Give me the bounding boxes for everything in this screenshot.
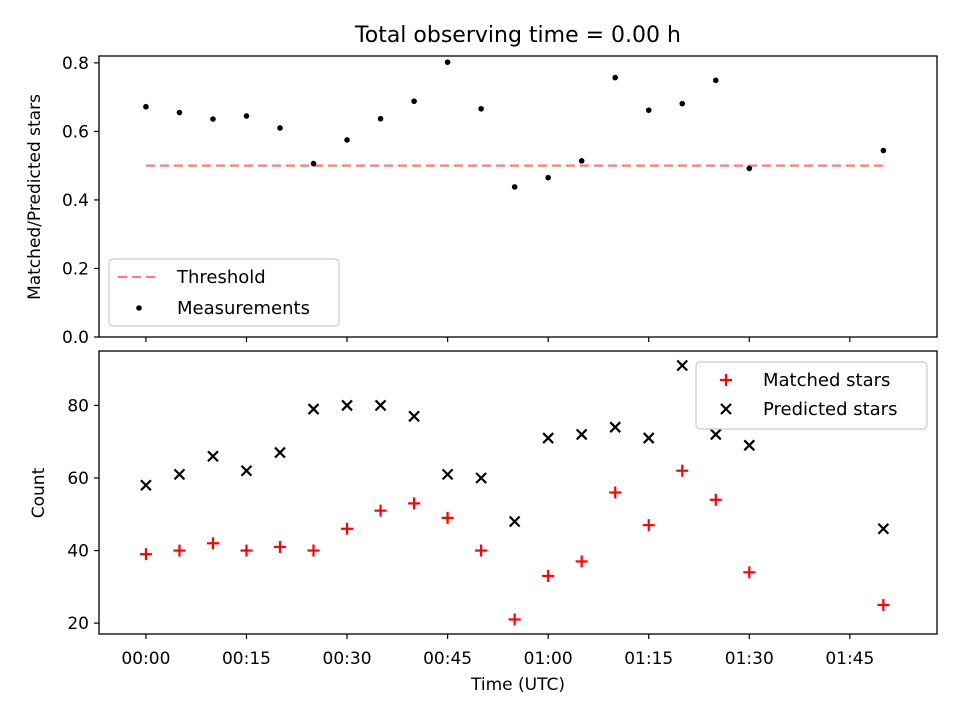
x-tick-label-2: 00:30 — [323, 649, 372, 669]
predicted-star-point — [140, 479, 152, 492]
x-tick-label-6: 01:30 — [725, 649, 774, 669]
x-axis-label: Time (UTC) — [470, 675, 565, 695]
top-y-tick-label-4: 0.8 — [62, 54, 89, 74]
measurement-point — [511, 184, 518, 190]
predicted-star-point — [743, 439, 756, 452]
bottom-legend: Matched stars Predicted stars — [695, 361, 928, 430]
predicted-star-point — [709, 428, 722, 441]
bottom-y-tick-label-3: 80 — [67, 396, 89, 416]
measurement-point — [210, 116, 216, 122]
predicted-stars-legend-label: Predicted stars — [763, 399, 897, 420]
matched-star-point — [240, 544, 253, 557]
top-legend: Threshold Measurements — [108, 258, 340, 327]
x-tick-label-3: 00:45 — [423, 649, 472, 669]
chart-title: Total observing time = 0.00 h — [354, 23, 681, 48]
matched-star-point — [676, 464, 689, 477]
measurement-point — [545, 174, 551, 181]
matched-star-point — [877, 598, 890, 611]
predicted-star-point — [408, 410, 420, 423]
bottom-y-tick-label-0: 20 — [67, 614, 89, 634]
measurement-point — [143, 103, 149, 110]
top-y-tick-label-3: 0.6 — [62, 122, 89, 142]
threshold-legend-label: Threshold — [176, 267, 266, 288]
predicted-star-point — [508, 515, 521, 528]
matched-star-point — [374, 504, 387, 517]
matched-star-point — [206, 537, 219, 550]
matched-star-point — [609, 486, 622, 499]
measurement-point — [310, 160, 317, 167]
matched-star-point — [642, 519, 655, 532]
bottom-y-tick-label-1: 40 — [67, 542, 89, 562]
top-y-tick-label-1: 0.2 — [62, 259, 89, 279]
matched-star-point — [441, 511, 454, 524]
matched-star-point — [274, 540, 287, 553]
measurements-legend-marker — [136, 305, 142, 311]
matched-star-point — [408, 497, 421, 510]
predicted-stars-legend-marker — [720, 403, 732, 415]
measurement-point — [444, 59, 451, 65]
predicted-star-point — [877, 523, 890, 535]
top-y-tick-label-2: 0.4 — [62, 191, 89, 211]
top-legend-box — [108, 258, 340, 327]
measurement-point — [243, 113, 250, 119]
x-tick-label-0: 00:00 — [121, 649, 170, 669]
predicted-star-point — [240, 464, 253, 477]
matched-star-point — [743, 566, 756, 579]
measurement-point — [277, 125, 283, 131]
measurement-point — [645, 107, 652, 113]
matched-star-point — [709, 493, 722, 506]
matched-star-point — [139, 548, 152, 561]
x-tick-label-1: 00:15 — [222, 649, 271, 669]
predicted-star-point — [441, 468, 454, 481]
measurement-point — [411, 98, 417, 105]
matched-stars-legend-label: Matched stars — [763, 370, 890, 391]
matched-star-point — [508, 613, 521, 626]
predicted-star-point — [642, 432, 655, 444]
measurement-point — [746, 165, 753, 172]
bottom-legend-box — [695, 361, 928, 430]
measurement-point — [377, 115, 384, 122]
matched-stars-legend-marker — [720, 374, 732, 386]
predicted-star-point — [374, 399, 387, 412]
measurement-point — [176, 109, 183, 116]
predicted-star-point — [609, 421, 621, 433]
predicted-star-point — [542, 432, 554, 444]
matched-star-point — [542, 569, 555, 582]
matched-star-point — [341, 522, 354, 535]
measurement-point — [679, 100, 686, 107]
predicted-star-point — [207, 450, 219, 462]
measurement-point — [612, 74, 619, 81]
predicted-star-point — [676, 359, 689, 372]
predicted-star-point — [341, 399, 353, 412]
matched-star-point — [307, 544, 320, 557]
x-tick-label-7: 01:45 — [825, 649, 874, 669]
measurement-point — [578, 158, 585, 164]
predicted-star-point — [475, 472, 487, 484]
x-tick-label-4: 01:00 — [524, 649, 573, 669]
matched-star-point — [475, 544, 488, 557]
top-y-tick-label-0: 0.0 — [62, 328, 89, 348]
matched-star-point — [173, 544, 186, 557]
measurement-point — [344, 137, 350, 143]
bottom-y-tick-label-2: 60 — [67, 469, 89, 489]
matched-star-point — [575, 555, 588, 568]
measurement-point — [712, 77, 719, 84]
predicted-star-point — [575, 428, 588, 441]
top-plot-frame — [98, 55, 938, 338]
bottom-y-axis-label: Count — [29, 467, 49, 518]
x-tick-label-5: 01:15 — [624, 649, 673, 669]
measurements-legend-label: Measurements — [177, 298, 310, 319]
measurement-point — [880, 147, 887, 154]
measurement-point — [478, 105, 484, 112]
predicted-star-point — [173, 468, 186, 481]
top-y-axis-label: Matched/Predicted stars — [25, 94, 45, 300]
predicted-star-point — [307, 403, 320, 415]
bottom-plot-frame — [98, 350, 938, 635]
predicted-star-point — [274, 446, 286, 459]
